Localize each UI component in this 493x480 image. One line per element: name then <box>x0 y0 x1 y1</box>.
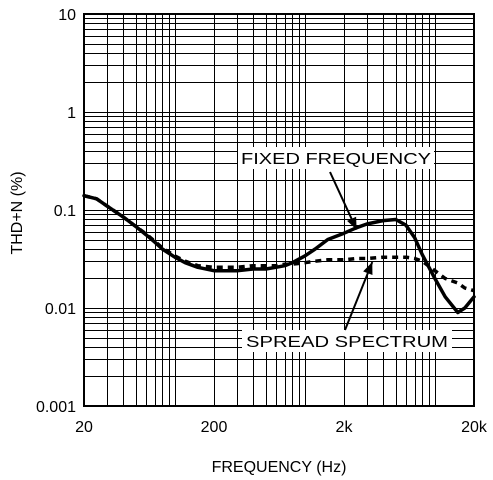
annotation-spread-spectrum-background <box>242 330 452 352</box>
data-series <box>82 193 476 315</box>
y-axis-label: THD+N (%) <box>9 171 26 254</box>
plot-frame <box>83 13 475 407</box>
annotation-fixed-frequency-arrow-head <box>347 216 357 230</box>
y-tick-label: 10 <box>58 7 76 24</box>
x-tick-label: 20k <box>461 419 488 436</box>
annotation-spread-spectrum-arrow-line <box>344 261 374 331</box>
y-tick-label: 1 <box>67 105 76 122</box>
x-tick-label: 2k <box>336 419 354 436</box>
x-tick-label: 20 <box>75 419 93 436</box>
annotation-spread-spectrum-arrow-head <box>363 262 373 276</box>
y-tick-label: 0.01 <box>45 301 76 318</box>
series-line-spread-spectrum <box>83 194 475 293</box>
x-tick-label: 200 <box>201 419 228 436</box>
annotation-fixed-frequency-background <box>238 147 434 169</box>
annotation-fixed-frequency: FIXED FREQUENCY <box>241 151 431 168</box>
y-tick-label: 0.001 <box>36 399 76 416</box>
y-tick-label: 0.1 <box>54 203 76 220</box>
annotation-spread-spectrum: SPREAD SPECTRUM <box>246 334 448 351</box>
x-axis-label: FREQUENCY (Hz) <box>212 459 347 476</box>
tick-labels: 20 200 2k 20k 10 1 0.1 0.01 0.001 <box>36 7 488 436</box>
annotations: FIXED FREQUENCY SPREAD SPECTRUM <box>238 147 452 352</box>
